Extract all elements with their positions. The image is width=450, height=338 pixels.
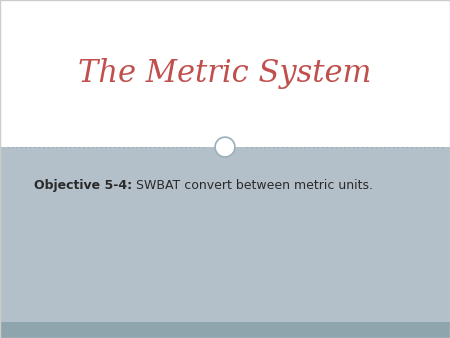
Text: SWBAT convert between metric units.: SWBAT convert between metric units. — [132, 179, 373, 192]
Text: Objective 5-4:: Objective 5-4: — [34, 179, 132, 192]
Bar — [0, 0, 450, 147]
Text: The Metric System: The Metric System — [78, 58, 372, 89]
Ellipse shape — [215, 137, 235, 157]
Bar — [0, 147, 450, 322]
Bar — [0, 322, 450, 338]
